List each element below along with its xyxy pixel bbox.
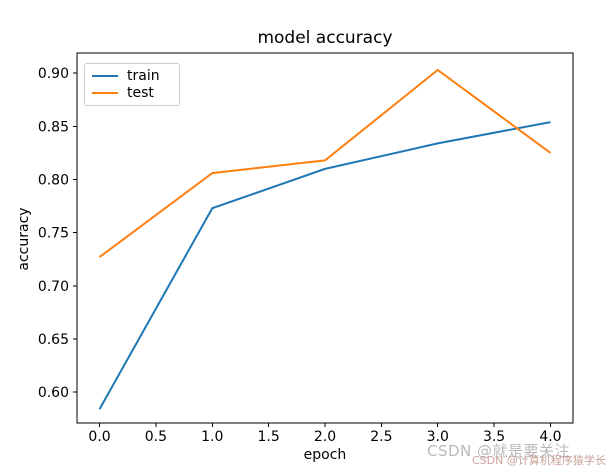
y-axis-tick-label: 0.75 — [38, 226, 69, 242]
y-axis-label: accuracy — [16, 207, 32, 271]
x-axis-tick-label: 4.0 — [539, 429, 561, 445]
x-axis-tick-label: 3.5 — [483, 429, 505, 445]
y-axis-tick-label: 0.60 — [38, 385, 69, 401]
watermark-secondary: CSDN @计算机程序猿学长 — [472, 454, 606, 467]
x-axis-tick-label: 0.0 — [88, 429, 110, 445]
x-axis-tick-label: 0.5 — [145, 429, 167, 445]
plot-border — [76, 52, 574, 424]
x-axis-tick-label: 2.5 — [370, 429, 392, 445]
legend-entry-test: test — [92, 85, 172, 101]
x-axis-label: epoch — [303, 447, 347, 463]
y-axis-tick-label: 0.90 — [38, 66, 69, 82]
y-axis-tick-label: 0.85 — [38, 119, 69, 135]
x-axis-tick-label: 1.0 — [201, 429, 223, 445]
legend-label-test: test — [127, 85, 154, 102]
y-axis-tick-label: 0.65 — [38, 332, 69, 348]
x-axis-tick-label: 1.5 — [258, 429, 280, 445]
train-line-swatch — [92, 74, 118, 77]
legend-label-train: train — [127, 67, 160, 84]
x-axis-tick-label: 2.0 — [314, 429, 336, 445]
y-axis-tick-label: 0.80 — [38, 173, 69, 189]
watermark-primary: CSDN @就是要关注 — [427, 442, 571, 460]
y-axis-tick-label: 0.70 — [38, 279, 69, 295]
test-line-swatch — [92, 92, 118, 95]
test-line — [98, 68, 552, 258]
legend: train test — [84, 63, 180, 106]
train-line — [98, 121, 551, 410]
chart-title: model accuracy — [257, 28, 393, 48]
legend-entry-train: train — [92, 68, 172, 84]
x-axis-tick-label: 3.0 — [427, 429, 449, 445]
